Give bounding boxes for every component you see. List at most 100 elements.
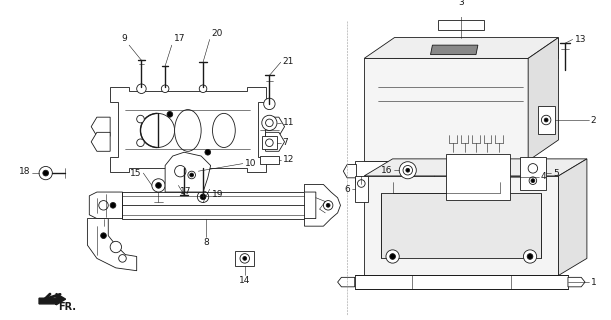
Circle shape bbox=[403, 165, 412, 175]
Text: 6: 6 bbox=[344, 185, 350, 194]
Circle shape bbox=[541, 115, 551, 125]
Circle shape bbox=[156, 183, 161, 188]
Circle shape bbox=[240, 254, 249, 263]
Polygon shape bbox=[431, 45, 478, 55]
Polygon shape bbox=[110, 87, 266, 172]
Polygon shape bbox=[266, 117, 285, 136]
Polygon shape bbox=[262, 136, 277, 149]
Ellipse shape bbox=[213, 113, 235, 148]
Circle shape bbox=[175, 165, 186, 177]
Polygon shape bbox=[519, 157, 546, 190]
Polygon shape bbox=[338, 277, 355, 287]
Polygon shape bbox=[434, 161, 457, 189]
Circle shape bbox=[152, 179, 165, 192]
Polygon shape bbox=[355, 176, 368, 203]
Circle shape bbox=[266, 139, 273, 147]
Text: 19: 19 bbox=[211, 190, 223, 199]
Circle shape bbox=[266, 119, 273, 127]
Polygon shape bbox=[558, 159, 587, 276]
Text: 10: 10 bbox=[245, 159, 256, 168]
Ellipse shape bbox=[175, 109, 201, 151]
Circle shape bbox=[190, 173, 194, 177]
Polygon shape bbox=[395, 37, 558, 59]
Polygon shape bbox=[538, 164, 551, 178]
Polygon shape bbox=[355, 161, 538, 182]
Polygon shape bbox=[364, 59, 528, 161]
Polygon shape bbox=[165, 152, 211, 192]
Circle shape bbox=[527, 254, 533, 259]
Circle shape bbox=[137, 115, 144, 123]
Polygon shape bbox=[381, 193, 541, 258]
Circle shape bbox=[197, 191, 209, 203]
Text: 3: 3 bbox=[458, 0, 464, 7]
Circle shape bbox=[141, 113, 175, 148]
Circle shape bbox=[119, 255, 126, 262]
Circle shape bbox=[544, 118, 548, 122]
Polygon shape bbox=[91, 117, 110, 136]
Circle shape bbox=[399, 162, 416, 179]
Circle shape bbox=[406, 168, 409, 172]
Text: 7: 7 bbox=[283, 138, 288, 147]
Text: FR.: FR. bbox=[58, 302, 76, 312]
Polygon shape bbox=[343, 164, 357, 178]
Text: 2: 2 bbox=[591, 116, 596, 124]
Polygon shape bbox=[355, 276, 568, 289]
Polygon shape bbox=[445, 154, 510, 200]
Text: 11: 11 bbox=[283, 118, 294, 127]
Text: 9: 9 bbox=[122, 34, 127, 43]
Text: 18: 18 bbox=[19, 167, 31, 176]
Circle shape bbox=[137, 139, 144, 147]
Polygon shape bbox=[304, 184, 340, 226]
Polygon shape bbox=[568, 277, 585, 287]
Circle shape bbox=[101, 233, 106, 238]
Polygon shape bbox=[91, 132, 110, 151]
Text: 21: 21 bbox=[283, 57, 294, 66]
Text: 4: 4 bbox=[541, 172, 546, 181]
Circle shape bbox=[264, 98, 275, 109]
Polygon shape bbox=[89, 192, 122, 219]
Circle shape bbox=[43, 170, 48, 176]
Polygon shape bbox=[260, 156, 279, 164]
Circle shape bbox=[357, 180, 365, 187]
Circle shape bbox=[529, 177, 536, 184]
Polygon shape bbox=[538, 106, 555, 134]
Circle shape bbox=[110, 203, 116, 208]
Polygon shape bbox=[364, 176, 558, 276]
Text: 1: 1 bbox=[591, 277, 596, 287]
Circle shape bbox=[161, 85, 169, 92]
Circle shape bbox=[110, 241, 122, 253]
Circle shape bbox=[262, 115, 277, 131]
Circle shape bbox=[188, 171, 196, 179]
Text: 17: 17 bbox=[180, 187, 192, 196]
Polygon shape bbox=[39, 293, 65, 305]
Polygon shape bbox=[364, 37, 558, 59]
Circle shape bbox=[531, 179, 535, 183]
Polygon shape bbox=[438, 20, 483, 30]
Text: 16: 16 bbox=[381, 166, 393, 175]
Text: 5: 5 bbox=[553, 169, 558, 178]
Circle shape bbox=[326, 204, 330, 207]
Circle shape bbox=[205, 149, 211, 155]
Circle shape bbox=[200, 194, 206, 200]
Text: 13: 13 bbox=[574, 35, 586, 44]
Circle shape bbox=[137, 84, 146, 93]
Circle shape bbox=[180, 164, 189, 173]
Circle shape bbox=[99, 201, 108, 210]
Polygon shape bbox=[364, 159, 587, 176]
Circle shape bbox=[386, 250, 399, 263]
Text: 17: 17 bbox=[174, 34, 185, 43]
Circle shape bbox=[199, 85, 207, 92]
Polygon shape bbox=[266, 132, 285, 151]
Text: 8: 8 bbox=[203, 238, 209, 247]
Circle shape bbox=[528, 164, 538, 173]
Circle shape bbox=[390, 254, 395, 259]
Polygon shape bbox=[87, 219, 137, 271]
Text: 12: 12 bbox=[283, 155, 294, 164]
Circle shape bbox=[167, 111, 173, 117]
Circle shape bbox=[39, 166, 53, 180]
Polygon shape bbox=[528, 37, 558, 161]
Text: 14: 14 bbox=[239, 276, 251, 285]
Polygon shape bbox=[235, 251, 254, 266]
Text: 20: 20 bbox=[211, 28, 223, 37]
Text: 15: 15 bbox=[130, 169, 141, 178]
